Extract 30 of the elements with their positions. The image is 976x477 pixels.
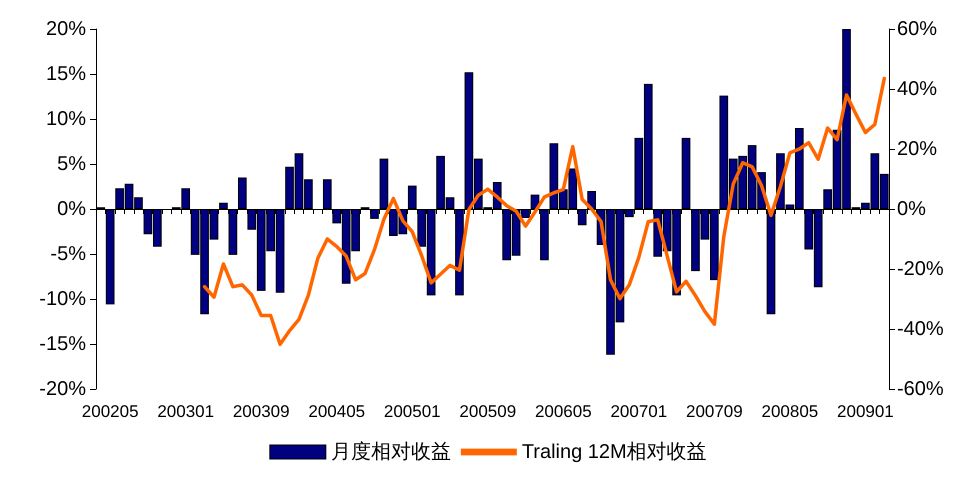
x-tick-label: 200309 <box>232 402 290 421</box>
legend-label: Traling 12M相对收益 <box>522 441 707 463</box>
x-tick-label: 200301 <box>157 402 214 421</box>
x-tick-label: 200701 <box>610 402 668 421</box>
x-tick-label: 200709 <box>686 402 743 421</box>
x-tick-label: 200205 <box>82 402 139 421</box>
x-tick-label: 200405 <box>308 402 366 421</box>
y2-tick-label: 60% <box>897 18 938 40</box>
y2-tick-label: -60% <box>897 378 944 400</box>
y2-tick-label: -40% <box>897 318 944 340</box>
line-series <box>202 76 886 346</box>
y-tick-label: -15% <box>39 333 86 355</box>
y2-tick-label: 20% <box>897 138 938 160</box>
y2-tick-label: -20% <box>897 258 944 280</box>
y-tick-label: -20% <box>39 378 86 400</box>
y-tick-label: 15% <box>46 63 86 85</box>
y-tick-label: 20% <box>46 18 86 40</box>
legend-label: 月度相对收益 <box>330 441 451 463</box>
y-tick-label: 0% <box>57 198 86 220</box>
y2-tick-label: 40% <box>897 78 938 100</box>
x-tick-label: 200501 <box>384 402 441 421</box>
x-tick-label: 200901 <box>837 402 894 421</box>
y-tick-label: -5% <box>50 243 86 265</box>
y-tick-label: 5% <box>57 153 86 175</box>
x-tick-label: 200509 <box>459 402 516 421</box>
y-tick-label: 10% <box>46 108 86 130</box>
y-tick-label: -10% <box>39 288 86 310</box>
x-tick-label: 200805 <box>762 402 818 421</box>
y2-tick-label: 0% <box>897 198 926 220</box>
x-tick-label: 200605 <box>534 402 592 421</box>
